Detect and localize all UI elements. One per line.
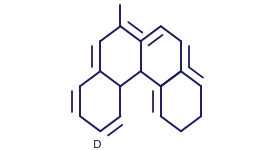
Text: D: D <box>93 140 102 150</box>
